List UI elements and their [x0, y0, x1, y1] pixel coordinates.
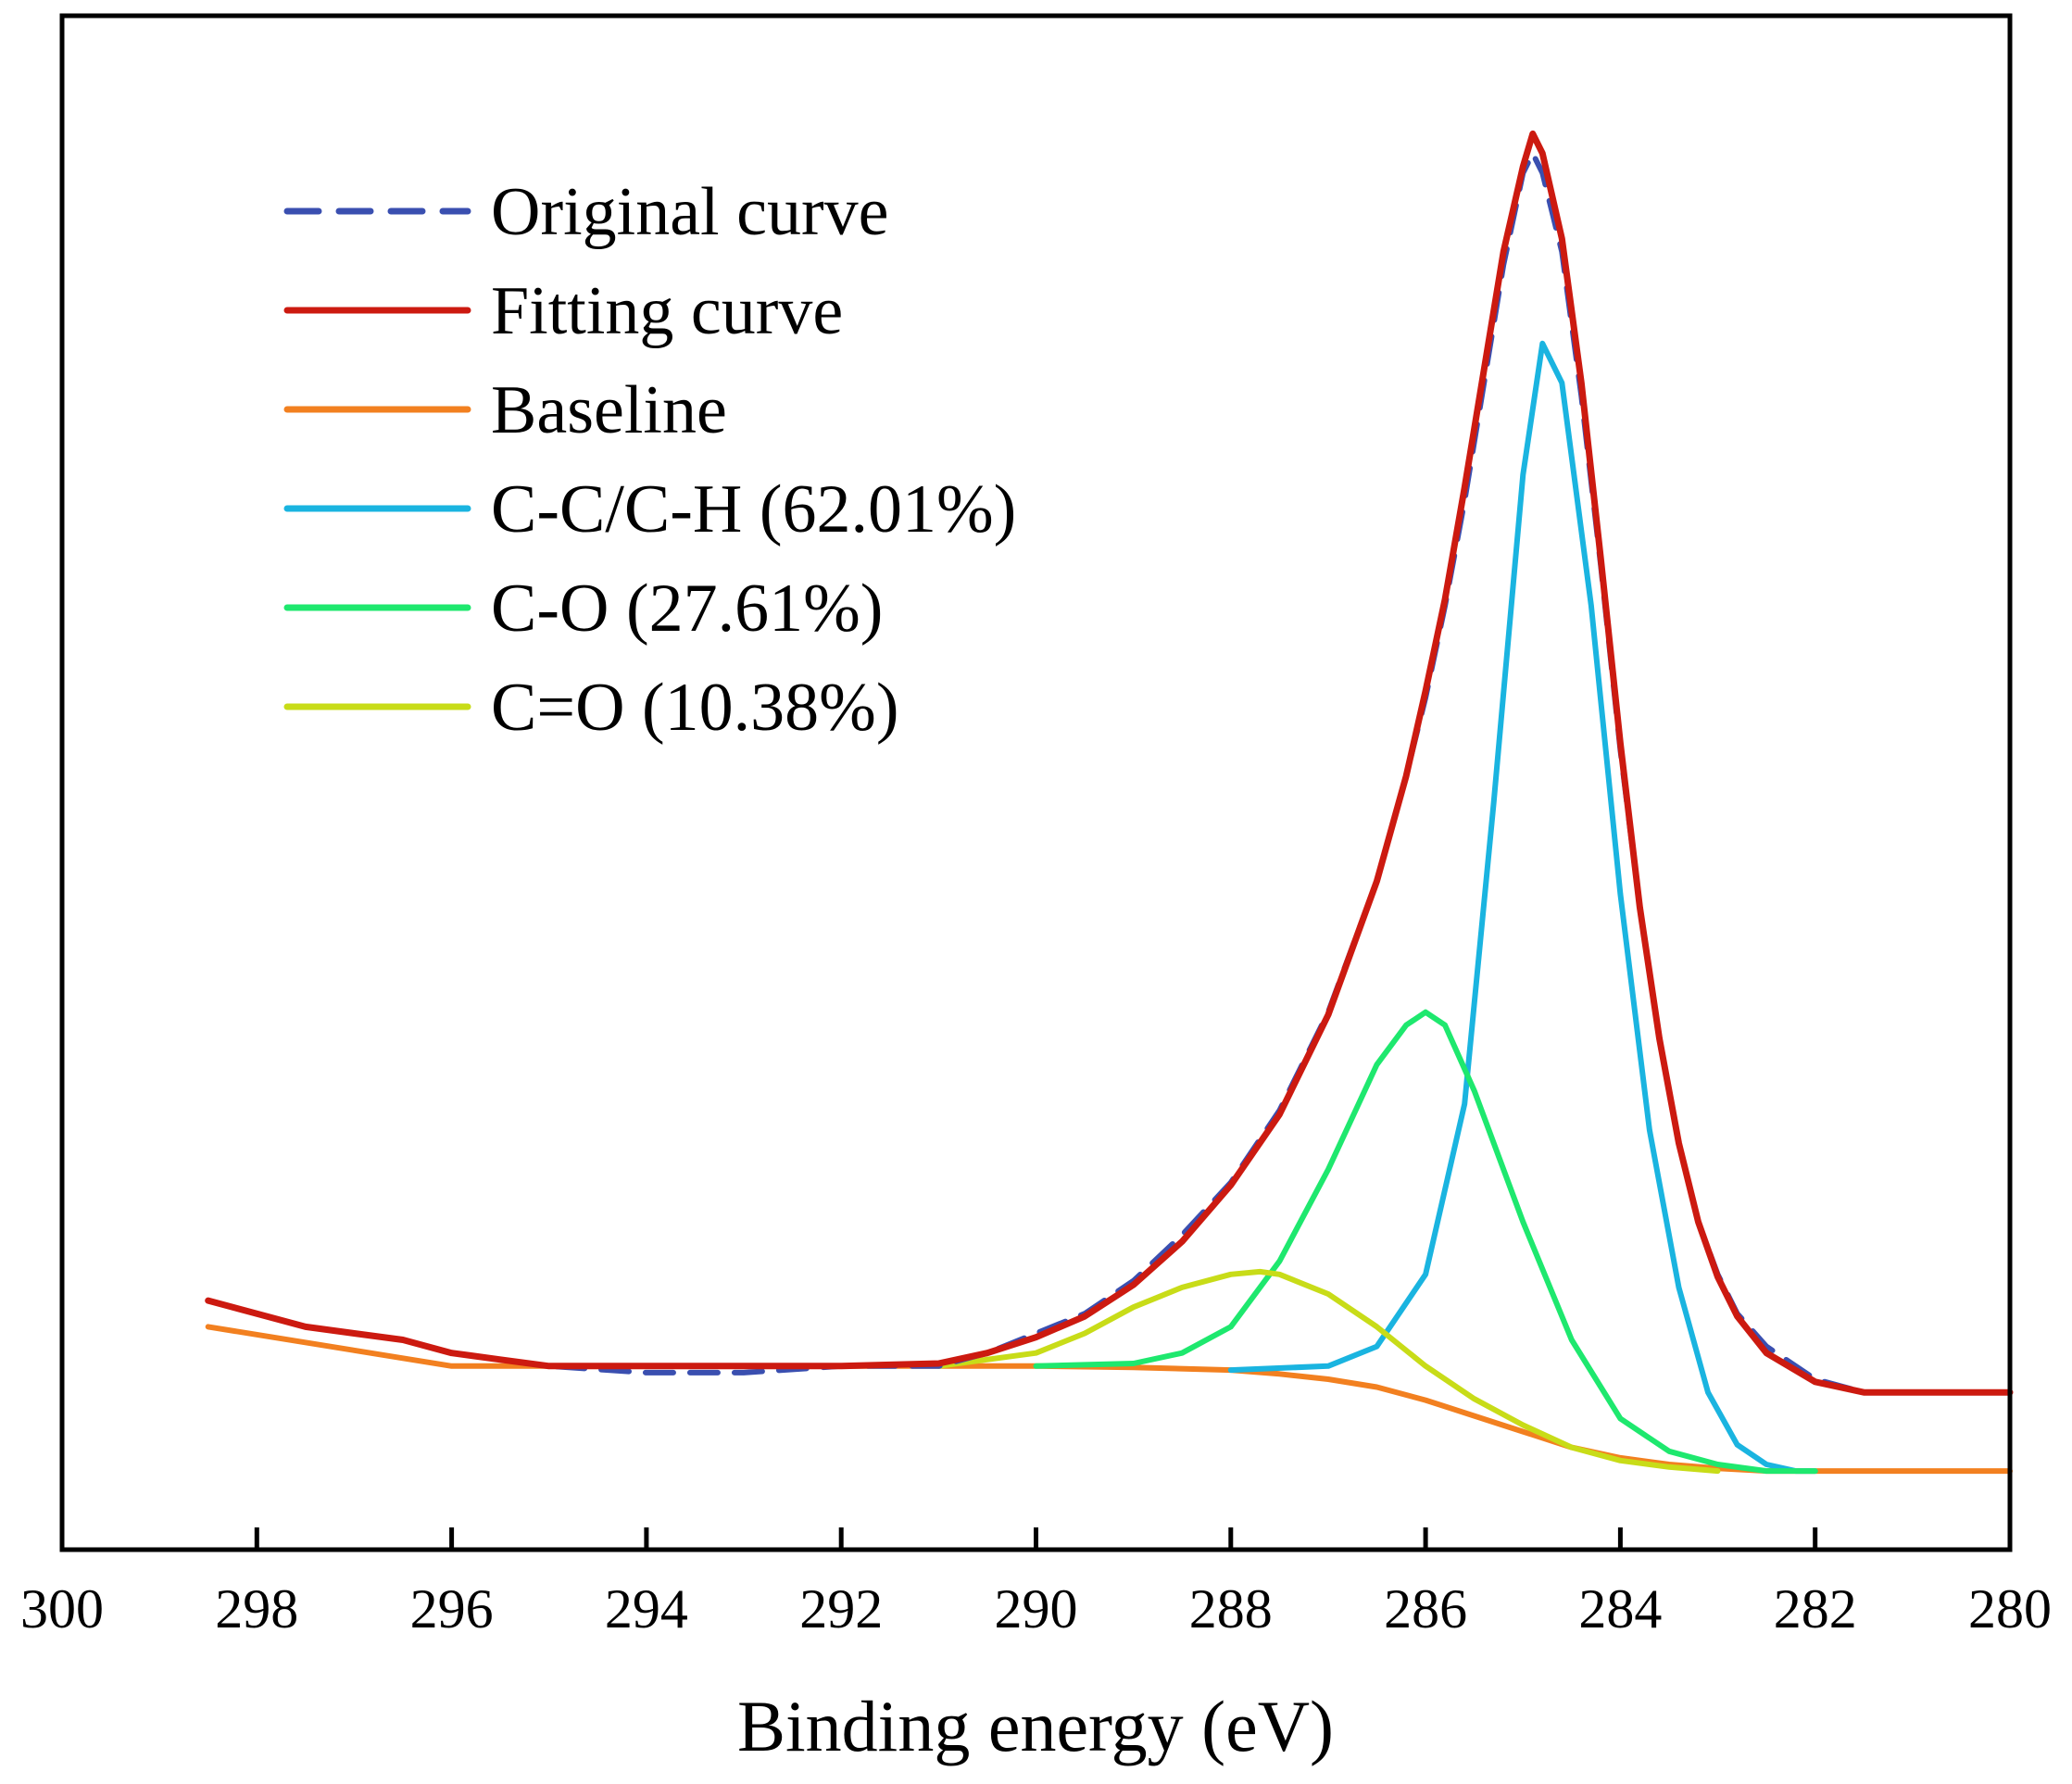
x-tick-label: 300	[20, 1578, 104, 1640]
legend-label: C=O (10.38%)	[491, 670, 898, 746]
legend: Original curve Fitting curve Baseline C-C/C…	[283, 174, 1016, 746]
x-axis-title: Binding energy (eV)	[737, 1686, 1334, 1766]
x-tick-label: 294	[605, 1578, 688, 1640]
series-line-5	[936, 1268, 1721, 1475]
series-line-0	[205, 150, 2013, 1396]
plot-frame	[59, 13, 2013, 1552]
legend-label: C-O (27.61%)	[491, 571, 883, 647]
legend-label: Baseline	[491, 372, 727, 448]
series-line-4	[1033, 1009, 1818, 1475]
series-line-1	[205, 130, 2014, 1396]
legend-label: Fitting curve	[491, 273, 843, 349]
x-axis-ticks: 300 298 296 294 292 290 288 286 284 282 280	[20, 1527, 2052, 1640]
x-tick-label: 284	[1578, 1578, 1662, 1640]
x-tick-label: 282	[1774, 1578, 1857, 1640]
series-line-3	[1227, 340, 1818, 1475]
x-tick-label: 290	[995, 1578, 1078, 1640]
legend-label: C-C/C-H (62.01%)	[491, 471, 1016, 547]
x-tick-label: 292	[799, 1578, 883, 1640]
x-tick-label: 298	[215, 1578, 298, 1640]
x-tick-label: 296	[410, 1578, 494, 1640]
x-tick-label: 288	[1189, 1578, 1273, 1640]
x-tick-label: 280	[1968, 1578, 2052, 1640]
x-tick-label: 286	[1384, 1578, 1467, 1640]
legend-label: Original curve	[491, 174, 888, 250]
plot-lines	[205, 130, 2014, 1475]
